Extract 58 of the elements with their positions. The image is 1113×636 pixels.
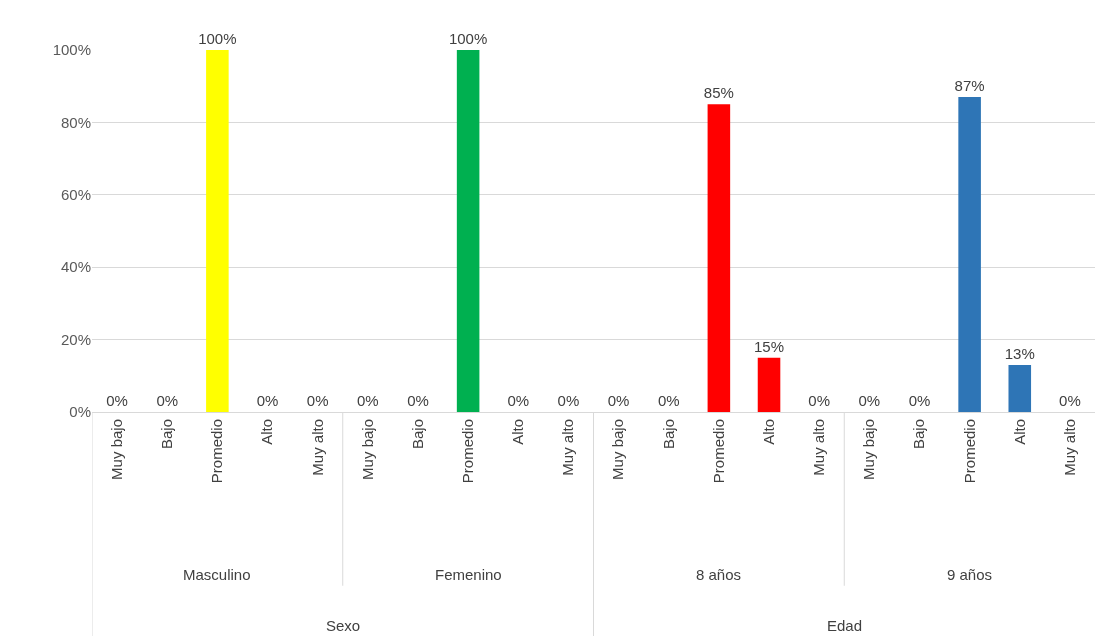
text: 9 años: [947, 566, 993, 583]
x-tick-label: Muy bajo: [609, 419, 627, 480]
y-tick-label: 40%: [60, 258, 91, 276]
data-label: 13%: [1004, 344, 1035, 362]
data-label: 0%: [156, 392, 179, 409]
data-label: 0%: [557, 392, 580, 409]
x-tick-label: Promedio: [459, 419, 477, 484]
text: 8 años: [696, 566, 742, 583]
x-tick-label: Alto: [759, 419, 777, 445]
data-label: 0%: [808, 392, 831, 409]
data-label: 87%: [954, 77, 985, 95]
bar: [707, 104, 731, 412]
text: Sexo: [326, 617, 361, 634]
text: Edad: [827, 617, 863, 634]
y-tick-label: 100%: [52, 41, 91, 59]
x-tick-label: Alto: [1010, 419, 1028, 445]
y-tick-label: 20%: [60, 330, 91, 348]
data-label: 0%: [356, 392, 379, 409]
x-tick-label: Muy alto: [308, 419, 326, 476]
x-tick-label: Muy alto: [810, 419, 828, 476]
x-tick-label: Bajo: [659, 419, 677, 450]
data-label: 0%: [106, 392, 128, 409]
text: Femenino: [435, 566, 502, 583]
data-label: 0%: [256, 392, 279, 409]
data-label: 0%: [407, 392, 429, 409]
x-tick-label: Muy alto: [559, 419, 577, 476]
x-tick-label: Alto: [258, 419, 276, 445]
x-tick-label: Alto: [509, 419, 527, 445]
x-tick-label: Muy alto: [1060, 419, 1078, 476]
x-tick-label: Muy bajo: [860, 419, 878, 480]
data-label: 0%: [657, 392, 680, 409]
data-label: 0%: [908, 392, 931, 409]
data-label: 15%: [754, 337, 785, 355]
data-label: 0%: [1059, 392, 1081, 409]
y-tick-label: 80%: [60, 113, 91, 131]
data-label: 100%: [448, 30, 488, 47]
bar: [206, 50, 229, 412]
x-tick-label: Promedio: [709, 419, 727, 484]
data-label: 0%: [507, 392, 530, 409]
data-label: 100%: [198, 30, 237, 47]
x-tick-label: Muy bajo: [358, 419, 376, 480]
x-tick-label: Promedio: [208, 419, 226, 484]
y-tick-label: 0%: [69, 403, 91, 421]
x-tick-label: Muy bajo: [107, 419, 125, 480]
bar: [757, 357, 781, 412]
x-tick-label: Bajo: [408, 419, 426, 450]
x-tick-label: Bajo: [910, 419, 928, 450]
bar: [456, 50, 480, 412]
bar: [1008, 364, 1032, 412]
text: Masculino: [183, 566, 251, 583]
data-label: 0%: [607, 392, 630, 409]
data-label: 0%: [858, 392, 881, 409]
y-tick-label: 60%: [60, 186, 91, 204]
x-tick-label: Bajo: [158, 419, 176, 450]
x-tick-label: Promedio: [960, 419, 978, 484]
bar: [958, 97, 981, 412]
data-label: 0%: [306, 392, 329, 409]
data-label: 85%: [703, 84, 734, 102]
